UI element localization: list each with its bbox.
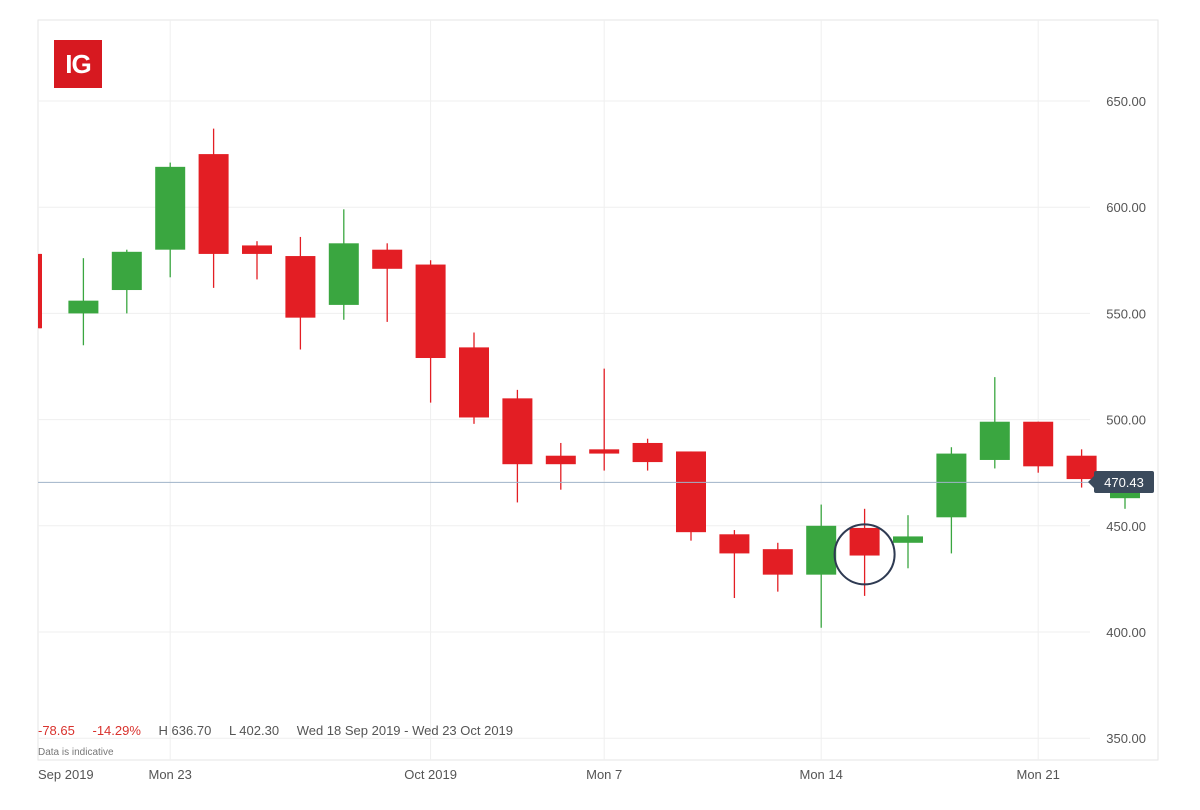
candle [676, 451, 706, 541]
candle [285, 236, 316, 350]
grid [37, 19, 1159, 761]
candle [762, 542, 793, 592]
current-price-tag: 470.43 [1088, 471, 1154, 493]
candle [372, 243, 403, 322]
candle-body [806, 525, 837, 575]
candle-body [849, 527, 880, 556]
date-range: Wed 18 Sep 2019 - Wed 23 Oct 2019 [296, 723, 514, 738]
y-tick-label: 350.00 [1106, 731, 1146, 746]
x-tick-label: Mon 23 [149, 767, 192, 782]
candle [68, 258, 99, 346]
candle-body [502, 398, 533, 465]
change-value: -78.65 [38, 723, 75, 738]
candle-body [676, 451, 706, 533]
y-tick-label: 500.00 [1106, 413, 1146, 428]
candle-body [1023, 421, 1054, 467]
candle-body [242, 245, 272, 254]
candle-body [893, 536, 923, 543]
candle [893, 515, 923, 569]
y-tick-label: 450.00 [1106, 519, 1146, 534]
candle [155, 162, 186, 278]
candle [849, 508, 880, 596]
candle-body [415, 264, 446, 359]
y-tick-label: 600.00 [1106, 200, 1146, 215]
candle-body [936, 453, 967, 518]
candle-body [589, 449, 620, 454]
candle-body [68, 300, 99, 314]
candle [502, 389, 533, 503]
y-tick-label: 400.00 [1106, 625, 1146, 640]
candle [111, 249, 142, 314]
y-axis: 650.00 600.00 550.00 500.00 450.00 400.00 350.… [1106, 94, 1146, 746]
candle-body [285, 256, 316, 318]
candle-body [198, 154, 229, 254]
x-tick-label: Mon 14 [800, 767, 843, 782]
candle-body [762, 549, 793, 575]
candle [936, 447, 967, 554]
candle [198, 128, 229, 288]
candle [1023, 421, 1054, 473]
overlay [38, 481, 1090, 586]
data-note: Data is indicative [38, 747, 114, 758]
candle [632, 438, 663, 471]
candle-body [372, 249, 403, 269]
y-tick-label: 650.00 [1106, 94, 1146, 109]
candle-body [545, 455, 576, 465]
x-tick-label: Sep 2019 [38, 767, 94, 782]
ig-logo: IG [54, 40, 102, 88]
candle-body [459, 347, 489, 418]
plot-frame [37, 19, 1159, 761]
x-axis: Sep 2019 Mon 23 Oct 2019 Mon 7 Mon 14 Mon 21 [38, 767, 1060, 782]
candle [719, 530, 750, 599]
candle-body [719, 534, 750, 554]
candle-body [328, 243, 359, 305]
x-tick-label: Mon 21 [1017, 767, 1060, 782]
high-value: H 636.70 [158, 723, 212, 738]
candle-body [632, 442, 663, 463]
x-tick-label: Mon 7 [586, 767, 622, 782]
change-percent: -14.29% [92, 723, 141, 738]
candle [589, 368, 620, 471]
candle [328, 209, 359, 320]
candle-body [155, 166, 186, 250]
low-value: L 402.30 [228, 723, 280, 738]
candle [979, 377, 1010, 469]
candle-body [111, 251, 142, 291]
candle-body [38, 253, 42, 329]
highlight-ring [833, 523, 896, 586]
y-tick-label: 550.00 [1106, 306, 1146, 321]
candle [459, 332, 489, 424]
candle [1066, 449, 1097, 488]
x-tick-label: Oct 2019 [404, 767, 457, 782]
candle [242, 241, 272, 280]
candle-body [979, 421, 1010, 460]
candle-body [1066, 455, 1097, 480]
candles-layer [38, 128, 1140, 628]
summary-bar: -78.65 -14.29% H 636.70 L 402.30 Wed 18 … [38, 723, 527, 738]
candle [545, 442, 576, 490]
candle [806, 504, 837, 628]
candle [415, 260, 446, 403]
candle [38, 253, 42, 329]
